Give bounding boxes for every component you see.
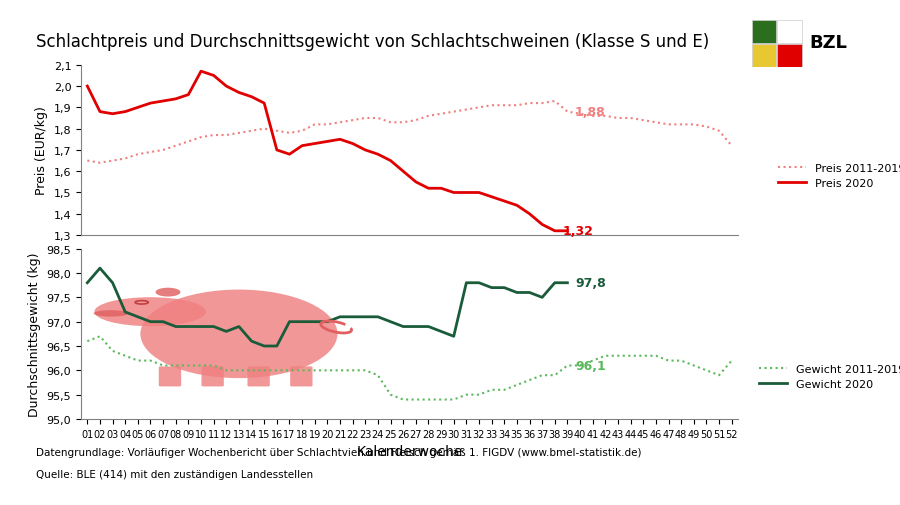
Ellipse shape <box>94 311 128 317</box>
Legend: Gewicht 2011-2019, Gewicht 2020: Gewicht 2011-2019, Gewicht 2020 <box>755 360 900 394</box>
Y-axis label: Durchschnittsgewicht (kg): Durchschnittsgewicht (kg) <box>28 252 41 416</box>
FancyBboxPatch shape <box>290 367 312 387</box>
Legend: Preis 2011-2019, Preis 2020: Preis 2011-2019, Preis 2020 <box>774 159 900 193</box>
Bar <box>778 21 802 44</box>
Text: 1,32: 1,32 <box>562 225 593 238</box>
Bar <box>752 45 776 68</box>
FancyBboxPatch shape <box>248 367 270 387</box>
Ellipse shape <box>140 290 338 378</box>
Text: 1,88: 1,88 <box>575 106 606 119</box>
FancyBboxPatch shape <box>202 367 224 387</box>
X-axis label: Kalenderwoche: Kalenderwoche <box>356 444 463 459</box>
FancyBboxPatch shape <box>158 367 181 387</box>
Circle shape <box>94 297 206 327</box>
Text: Schlachtpreis und Durchschnittsgewicht von Schlachtschweinen (Klasse S und E): Schlachtpreis und Durchschnittsgewicht v… <box>36 33 709 51</box>
Bar <box>778 45 802 68</box>
Ellipse shape <box>156 288 181 297</box>
Y-axis label: Preis (EUR/kg): Preis (EUR/kg) <box>35 106 48 195</box>
Text: BZL: BZL <box>809 34 847 52</box>
Text: Quelle: BLE (414) mit den zuständigen Landesstellen: Quelle: BLE (414) mit den zuständigen La… <box>36 469 313 479</box>
Text: 97,8: 97,8 <box>575 277 606 290</box>
Text: Datengrundlage: Vorläufiger Wochenbericht über Schlachtvieh und Fleisch gemäß 1.: Datengrundlage: Vorläufiger Wochenberich… <box>36 447 642 457</box>
Bar <box>752 21 776 44</box>
Text: 96,1: 96,1 <box>575 359 606 372</box>
